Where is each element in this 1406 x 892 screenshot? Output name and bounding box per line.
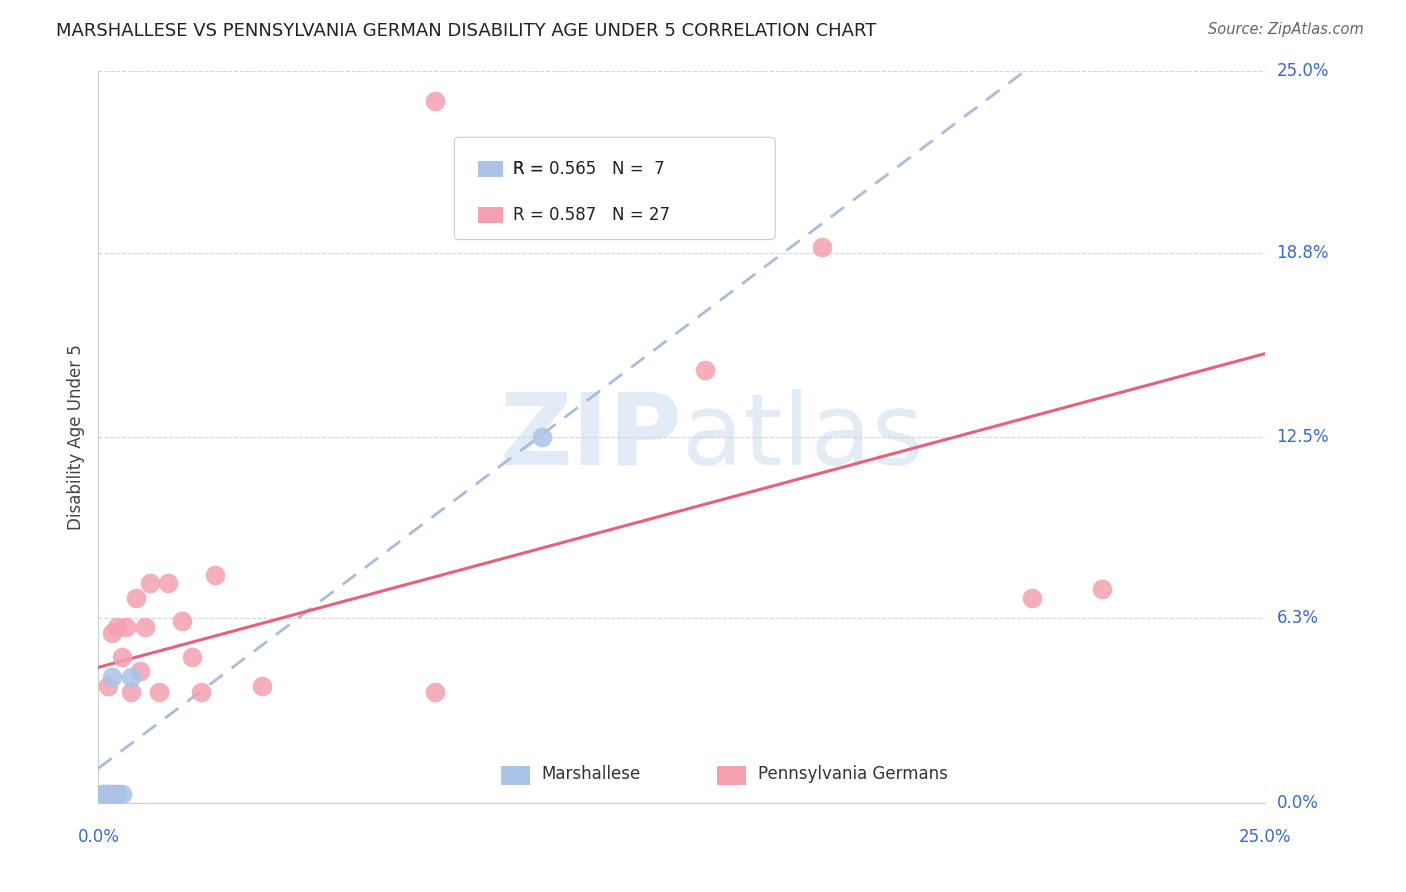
Point [148,684,170,698]
Bar [501,766,530,785]
Point [530,430,553,444]
Point [125,591,148,605]
Point [423,684,446,698]
Point [139,576,162,591]
Point [91,787,114,801]
Text: R = 0.565   N =  7: R = 0.565 N = 7 [513,161,664,178]
Point [101,787,124,801]
Point [97,679,120,693]
Text: 25.0%: 25.0% [1277,62,1329,80]
Point [250,679,273,693]
Text: Marshallese: Marshallese [541,764,641,782]
Text: 6.3%: 6.3% [1277,609,1319,627]
Point [115,620,138,634]
Point [1021,591,1043,605]
Text: Pennsylvania Germans: Pennsylvania Germans [758,764,948,782]
Bar [478,161,503,178]
Point [111,649,134,664]
FancyBboxPatch shape [454,137,775,240]
Text: 0.0%: 0.0% [77,828,120,846]
Point [190,684,212,698]
Point [157,576,180,591]
Text: ZIP: ZIP [499,389,682,485]
Point [120,684,142,698]
Point [172,615,194,629]
Point [129,664,152,678]
Point [134,620,156,634]
Point [105,787,128,801]
Text: MARSHALLESE VS PENNSYLVANIA GERMAN DISABILITY AGE UNDER 5 CORRELATION CHART: MARSHALLESE VS PENNSYLVANIA GERMAN DISAB… [56,22,876,40]
Point [97,787,120,801]
Point [105,620,128,634]
Text: atlas: atlas [682,389,924,485]
Text: 12.5%: 12.5% [1277,428,1329,446]
Point [101,670,124,684]
Point [423,94,446,108]
Point [204,567,226,582]
Point [120,670,142,684]
Text: 18.8%: 18.8% [1277,244,1329,261]
Point [101,626,124,640]
Y-axis label: Disability Age Under 5: Disability Age Under 5 [66,344,84,530]
Bar [717,766,747,785]
Point [180,649,202,664]
Text: R = 0.587   N = 27: R = 0.587 N = 27 [513,206,669,224]
Text: R =: R = [513,161,548,178]
Text: 0.0%: 0.0% [1277,794,1319,812]
Point [105,787,128,801]
Point [97,787,120,801]
Point [111,787,134,801]
Text: Source: ZipAtlas.com: Source: ZipAtlas.com [1208,22,1364,37]
Bar [478,207,503,223]
Point [91,787,114,801]
Point [811,240,834,254]
Text: 25.0%: 25.0% [1239,828,1292,846]
Point [695,363,717,377]
Point [1091,582,1114,597]
